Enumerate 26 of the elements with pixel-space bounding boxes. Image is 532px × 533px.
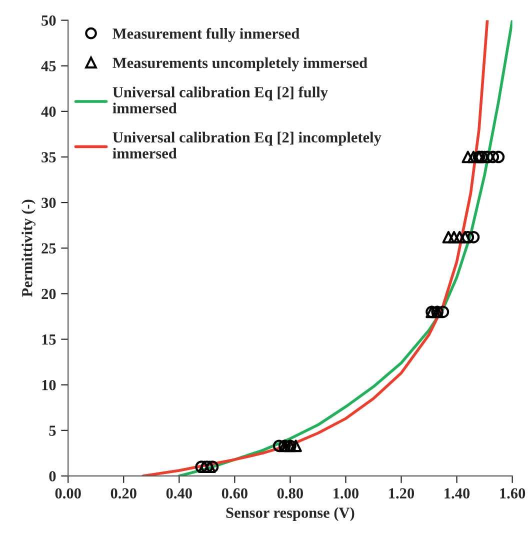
legend-label: Measurement fully inmersed [112, 28, 300, 42]
x-tick-label: 1.00 [334, 488, 359, 499]
x-tick-label: 0.80 [277, 488, 303, 499]
x-tick-label: 1.20 [389, 488, 414, 499]
x-tick-label: 0.00 [55, 488, 81, 499]
y-tick-label: 35 [42, 152, 56, 162]
x-tick-label: 0.20 [110, 488, 136, 499]
y-axis-title: Permittivity (-) [22, 200, 36, 297]
x-tick-label: 1.60 [500, 488, 526, 499]
legend-label: Universal calibration Eq [2] fully immersed [112, 86, 328, 114]
y-tick-label: 20 [42, 288, 56, 300]
y-tick-label: 25 [42, 243, 56, 254]
legend-label: Universal calibration Eq [2] incompletely immersed [112, 132, 382, 159]
x-tick-label: 0.40 [166, 488, 192, 499]
y-tick-label: 40 [41, 106, 56, 117]
legend-label: Measurements uncompletely immersed [112, 57, 368, 72]
y-tick-label: 0 [49, 471, 56, 482]
y-tick-label: 50 [42, 15, 56, 26]
y-tick-label: 10 [42, 380, 56, 390]
y-tick-label: 30 [42, 198, 56, 208]
y-tick-label: 5 [49, 426, 56, 436]
x-axis-title: Sensor response (V) [226, 507, 354, 522]
x-tick-label: 0.60 [222, 488, 248, 499]
x-tick-label: 1.40 [444, 488, 470, 499]
y-tick-label: 45 [41, 61, 56, 72]
y-tick-label: 15 [42, 334, 56, 345]
